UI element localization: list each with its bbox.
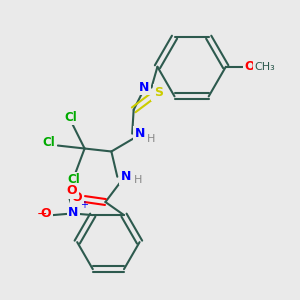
Text: O: O — [72, 191, 83, 204]
Text: Cl: Cl — [68, 173, 81, 186]
Text: O: O — [41, 207, 51, 220]
Text: O: O — [67, 184, 77, 197]
Text: S: S — [154, 85, 164, 98]
Text: N: N — [139, 81, 149, 94]
Text: O: O — [245, 60, 256, 73]
Text: N: N — [68, 206, 79, 219]
Text: −: − — [36, 208, 47, 220]
Text: N: N — [120, 170, 131, 183]
Text: Cl: Cl — [43, 136, 55, 149]
Text: +: + — [80, 200, 88, 210]
Text: H: H — [153, 90, 161, 100]
Text: N: N — [134, 127, 145, 140]
Text: Cl: Cl — [65, 111, 78, 124]
Text: H: H — [147, 134, 156, 144]
Text: CH₃: CH₃ — [255, 62, 275, 72]
Text: H: H — [134, 175, 142, 185]
